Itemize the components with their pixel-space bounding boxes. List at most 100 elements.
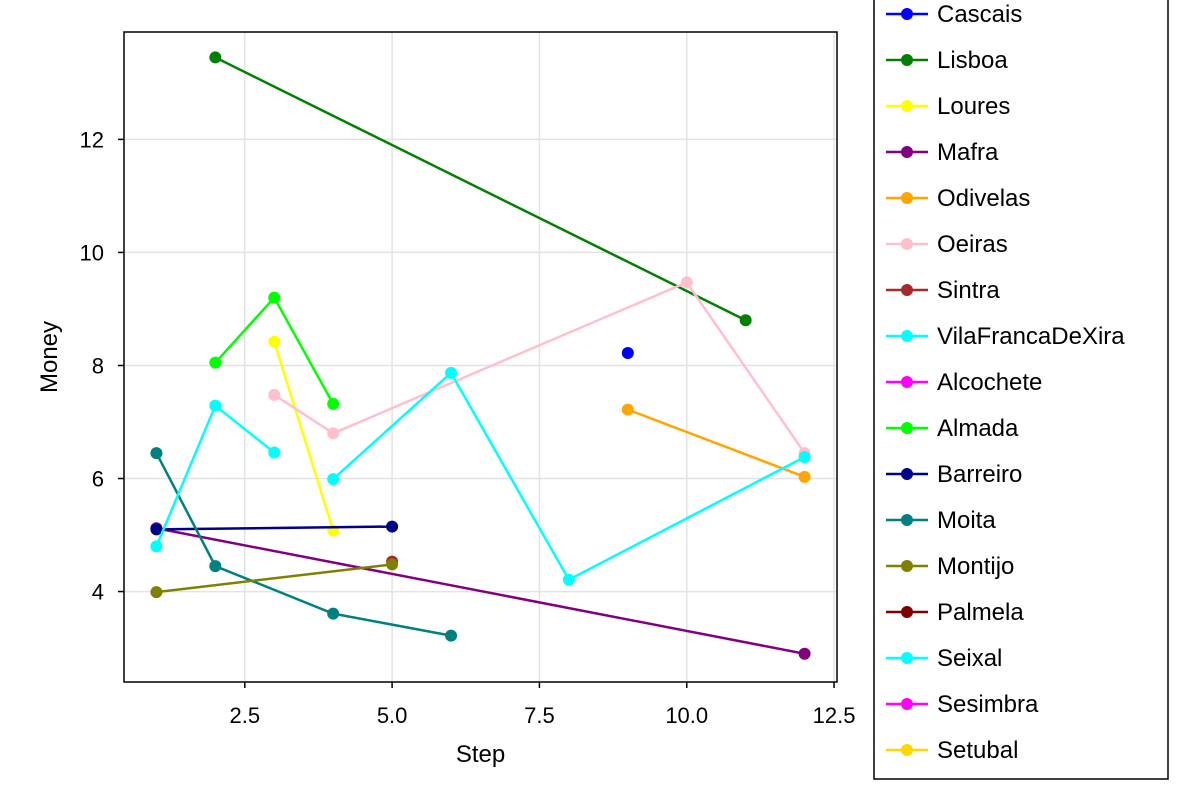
legend-item-barreiro: Barreiro: [886, 461, 1022, 488]
legend-item-loures: Loures: [886, 93, 1010, 120]
legend-item-alcochete: Alcochete: [886, 369, 1042, 396]
legend-label: Mafra: [937, 139, 999, 166]
data-point-loures: [268, 335, 281, 348]
legend-label: Odivelas: [937, 185, 1030, 212]
series-line-vilafrancadexira: [332, 370, 806, 582]
legend-item-odivelas: Odivelas: [886, 185, 1030, 212]
series-odivelas: [621, 403, 811, 483]
legend-item-mafra: Mafra: [886, 139, 999, 166]
data-point-vilafrancadexira: [562, 573, 575, 586]
legend-swatch-marker: [901, 192, 913, 204]
series-almada: [209, 291, 340, 410]
data-point-vilafrancadexira: [798, 451, 811, 464]
series-line-lisboa: [214, 56, 747, 322]
series-line-odivelas: [627, 408, 806, 478]
legend-item-almada: Almada: [886, 415, 1019, 442]
data-point-montijo: [386, 558, 399, 571]
legend-swatch-marker: [901, 744, 913, 756]
y-tick-label: 4: [92, 580, 104, 605]
legend-swatch-marker: [901, 54, 913, 66]
legend-swatch-marker: [901, 146, 913, 158]
legend-label: Setubal: [937, 737, 1018, 764]
legend-label: Loures: [937, 93, 1010, 120]
data-point-seixal: [150, 540, 163, 553]
legend-swatch-marker: [901, 698, 913, 710]
axes: 2.5 5.0 7.5 10.0 12.5 4 6 8 10 12: [80, 127, 856, 728]
x-axis-label: Step: [456, 741, 505, 768]
legend-item-vilafrancadexira: VilaFrancaDeXira: [886, 323, 1125, 350]
data-point-oeiras: [327, 427, 340, 440]
series-line-moita: [155, 452, 452, 637]
data-point-almada: [327, 397, 340, 410]
data-point-barreiro: [150, 523, 163, 536]
series-seixal: [150, 399, 281, 553]
y-tick-label: 6: [92, 467, 104, 492]
legend-label: Seixal: [937, 645, 1002, 672]
legend-label: Oeiras: [937, 231, 1008, 258]
data-point-barreiro: [386, 520, 399, 533]
legend-item-sesimbra: Sesimbra: [886, 691, 1039, 718]
data-point-odivelas: [798, 470, 811, 483]
data-point-moita: [327, 607, 340, 620]
series-lisboa: [209, 51, 752, 327]
legend-label: Almada: [937, 415, 1019, 442]
data-point-moita: [445, 629, 458, 642]
legend-item-palmela: Palmela: [886, 599, 1024, 626]
legend-label: VilaFrancaDeXira: [937, 323, 1125, 350]
legend-swatch-marker: [901, 514, 913, 526]
data-point-odivelas: [621, 403, 634, 416]
legend-swatch-marker: [901, 560, 913, 572]
data-point-lisboa: [209, 51, 222, 64]
legend-label: Sesimbra: [937, 691, 1039, 718]
data-point-seixal: [268, 446, 281, 459]
x-tick-label: 2.5: [230, 703, 261, 728]
legend-item-sintra: Sintra: [886, 277, 1000, 304]
data-point-moita: [150, 447, 163, 460]
data-point-cascais: [621, 347, 634, 360]
legend: Cascais Lisboa Loures Mafra Odivelas Oeiras Si…: [873, 0, 1169, 780]
legend-label: Alcochete: [937, 369, 1042, 396]
series-line-seixal: [155, 403, 276, 547]
legend-frame: [873, 0, 1169, 780]
series-layer: [150, 51, 811, 660]
data-point-lisboa: [739, 314, 752, 327]
series-moita: [150, 447, 458, 642]
x-tick-label: 10.0: [665, 703, 708, 728]
data-point-almada: [209, 356, 222, 369]
legend-swatch-marker: [901, 330, 913, 342]
data-point-vilafrancadexira: [327, 473, 340, 486]
y-tick-label: 12: [80, 127, 104, 152]
series-cascais: [621, 347, 634, 360]
legend-swatch-marker: [901, 238, 913, 250]
legend-item-seixal: Seixal: [886, 645, 1002, 672]
plot-area-frame: [123, 31, 838, 683]
x-tick-label: 12.5: [813, 703, 856, 728]
x-tick-label: 7.5: [524, 703, 555, 728]
series-montijo: [150, 558, 399, 599]
data-point-mafra: [798, 647, 811, 660]
legend-swatch-marker: [901, 422, 913, 434]
legend-swatch-marker: [901, 8, 913, 20]
data-point-seixal: [209, 399, 222, 412]
legend-item-moita: Moita: [886, 507, 996, 534]
data-point-oeiras: [268, 388, 281, 401]
legend-item-montijo: Montijo: [886, 553, 1014, 580]
data-point-montijo: [150, 586, 163, 599]
legend-swatch-marker: [901, 652, 913, 664]
legend-swatch-marker: [901, 606, 913, 618]
legend-swatch-marker: [901, 468, 913, 480]
legend-label: Barreiro: [937, 461, 1022, 488]
legend-label: Sintra: [937, 277, 1000, 304]
legend-label: Moita: [937, 507, 996, 534]
legend-label: Palmela: [937, 599, 1024, 626]
series-line-loures: [273, 341, 335, 531]
y-axis-label: Money: [36, 321, 63, 393]
legend-label: Cascais: [937, 1, 1022, 28]
x-tick-label: 5.0: [377, 703, 408, 728]
legend-swatch-marker: [901, 284, 913, 296]
legend-label: Montijo: [937, 553, 1014, 580]
legend-item-cascais: Cascais: [886, 1, 1022, 28]
series-line-mafra: [156, 527, 805, 655]
legend-swatch-marker: [901, 100, 913, 112]
